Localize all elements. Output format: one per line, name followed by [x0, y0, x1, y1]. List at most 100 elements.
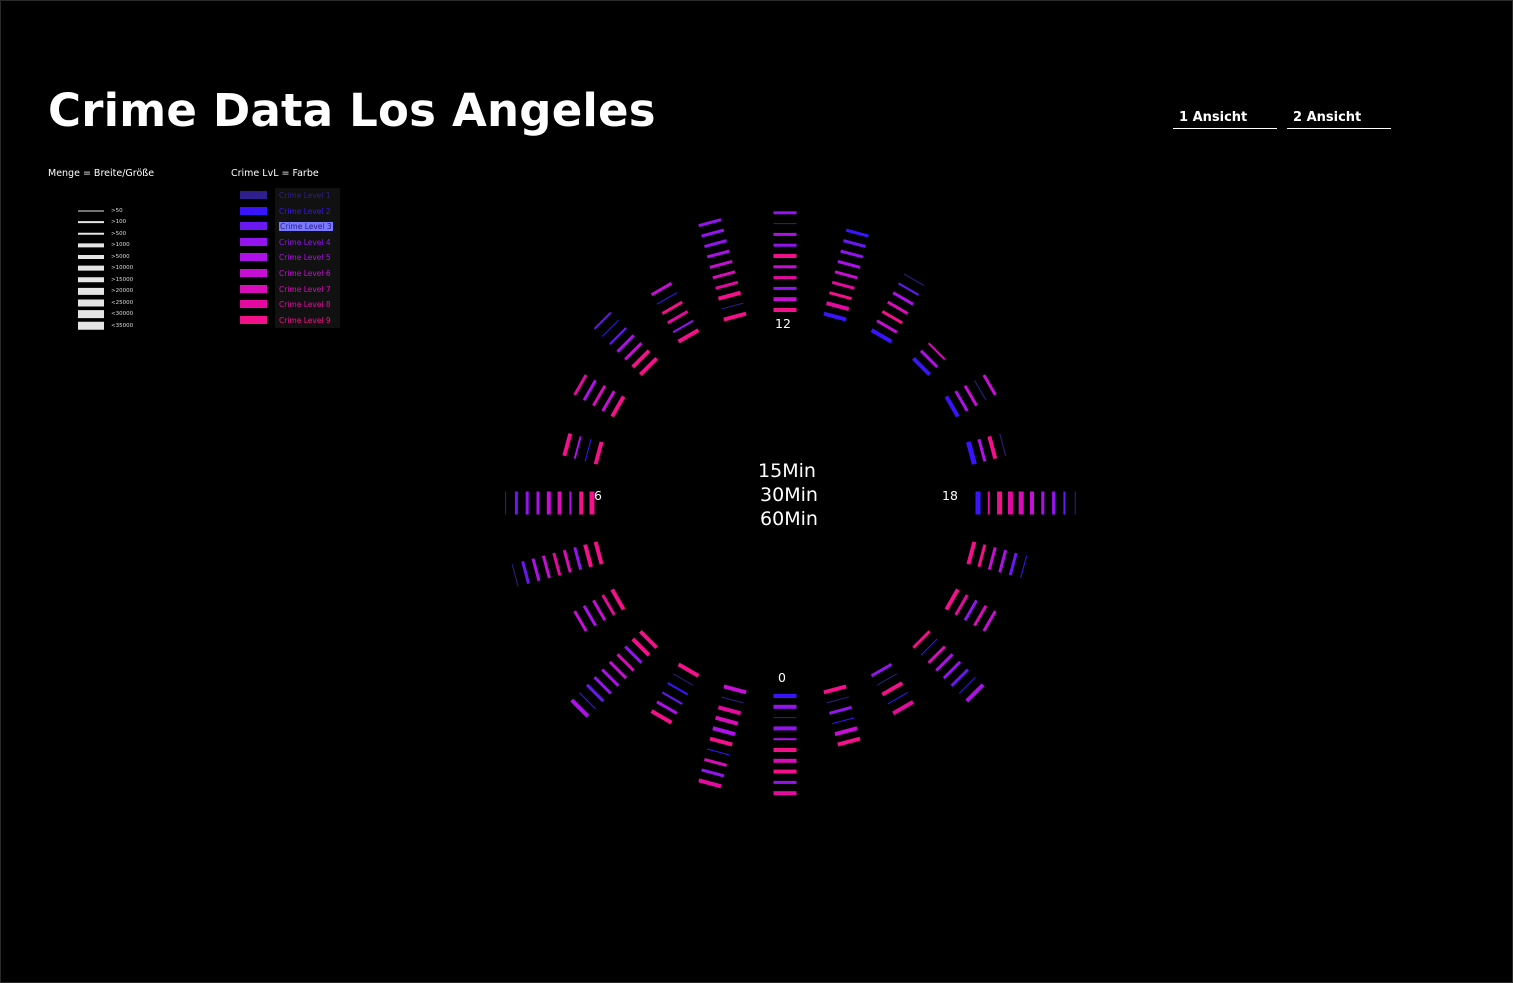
crime-mark-h0-9[interactable] — [773, 791, 797, 796]
crime-mark-h0-3[interactable] — [773, 726, 797, 731]
crime-mark-h10-1[interactable] — [876, 319, 898, 334]
crime-mark-h11-3[interactable] — [831, 280, 855, 290]
crime-mark-h1-3[interactable] — [832, 717, 855, 725]
crime-mark-h22-3[interactable] — [661, 691, 683, 705]
crime-mark-h1-2[interactable] — [829, 705, 852, 715]
crime-mark-h0-1[interactable] — [773, 704, 797, 709]
crime-mark-h1-5[interactable] — [837, 736, 861, 747]
crime-mark-h12-9[interactable] — [773, 211, 797, 215]
crime-mark-h12-8[interactable] — [773, 223, 797, 225]
crime-mark-h20-1[interactable] — [601, 594, 616, 616]
crime-mark-h20-3[interactable] — [582, 604, 597, 627]
crime-mark-h12-0[interactable] — [773, 308, 797, 312]
crime-mark-h15-2[interactable] — [624, 342, 643, 361]
crime-mark-h6-0[interactable] — [975, 491, 981, 515]
crime-mark-h15-4[interactable] — [609, 327, 627, 345]
crime-mark-h10-3[interactable] — [886, 300, 909, 315]
crime-mark-h19-0[interactable] — [593, 541, 604, 565]
crime-mark-h10-0[interactable] — [870, 328, 893, 344]
crime-mark-h5-4[interactable] — [1008, 552, 1018, 576]
crime-mark-h0-6[interactable] — [773, 758, 797, 763]
crime-mark-h22-1[interactable] — [672, 673, 694, 686]
crime-mark-h18-4[interactable] — [546, 491, 551, 515]
crime-mark-h8-0[interactable] — [944, 395, 960, 418]
crime-mark-h15-6[interactable] — [593, 311, 612, 330]
crime-mark-h2-3[interactable] — [887, 692, 908, 705]
crime-mark-h15-5[interactable] — [601, 319, 619, 337]
crime-mark-h3-3[interactable] — [935, 653, 954, 672]
crime-mark-h8-4[interactable] — [982, 374, 997, 396]
crime-mark-h23-6[interactable] — [707, 748, 730, 756]
crime-mark-h7-0[interactable] — [966, 441, 977, 465]
crime-mark-h11-4[interactable] — [834, 270, 858, 280]
crime-mark-h16-0[interactable] — [610, 395, 626, 418]
crime-mark-h10-2[interactable] — [881, 310, 904, 325]
crime-mark-h12-4[interactable] — [773, 265, 797, 269]
crime-mark-h23-7[interactable] — [704, 757, 727, 767]
crime-mark-h6-7[interactable] — [1052, 491, 1056, 515]
crime-mark-h4-1[interactable] — [954, 594, 969, 616]
crime-level-item[interactable]: Crime Level 1 — [236, 188, 342, 204]
crime-mark-h21-1[interactable] — [631, 637, 651, 657]
crime-mark-h4-0[interactable] — [944, 588, 960, 611]
crime-mark-h7-3[interactable] — [999, 433, 1007, 456]
crime-mark-h16-1[interactable] — [601, 390, 616, 412]
crime-mark-h1-0[interactable] — [823, 684, 847, 695]
crime-mark-h14-3[interactable] — [661, 300, 684, 315]
crime-mark-h18-5[interactable] — [536, 491, 540, 515]
crime-mark-h17-3[interactable] — [562, 433, 573, 457]
center-label-30min[interactable]: 30Min — [760, 484, 818, 506]
crime-mark-h12-3[interactable] — [773, 276, 797, 280]
crime-mark-h14-5[interactable] — [650, 282, 673, 297]
crime-mark-h23-3[interactable] — [715, 715, 739, 726]
crime-mark-h21-8[interactable] — [578, 692, 596, 710]
crime-mark-h11-7[interactable] — [843, 239, 866, 249]
crime-level-item[interactable]: Crime Level 2 — [236, 203, 342, 220]
crime-mark-h17-1[interactable] — [584, 439, 592, 462]
crime-mark-h19-7[interactable] — [521, 561, 531, 584]
crime-mark-h13-0[interactable] — [723, 311, 747, 322]
crime-mark-h18-8[interactable] — [505, 491, 507, 515]
crime-mark-h13-6[interactable] — [706, 249, 730, 259]
crime-mark-h17-0[interactable] — [593, 441, 604, 465]
crime-mark-h6-6[interactable] — [1041, 491, 1045, 515]
crime-mark-h5-2[interactable] — [987, 547, 997, 570]
crime-mark-h1-1[interactable] — [826, 696, 849, 704]
crime-mark-h23-5[interactable] — [709, 736, 733, 747]
crime-mark-h23-4[interactable] — [712, 726, 736, 737]
crime-mark-h15-3[interactable] — [616, 334, 635, 353]
crime-level-item[interactable]: Crime Level 4 — [236, 234, 342, 251]
crime-mark-h2-4[interactable] — [892, 700, 915, 716]
crime-mark-h18-7[interactable] — [514, 491, 518, 515]
crime-level-item[interactable]: Crime Level 7 — [236, 281, 342, 298]
crime-mark-h9-2[interactable] — [927, 342, 946, 361]
crime-mark-h2-1[interactable] — [876, 673, 898, 686]
crime-mark-h4-2[interactable] — [963, 599, 978, 622]
crime-mark-h19-8[interactable] — [511, 564, 519, 587]
crime-mark-h3-0[interactable] — [912, 630, 931, 649]
crime-level-item[interactable]: Crime Level 8 — [236, 297, 342, 313]
crime-mark-h2-0[interactable] — [870, 663, 893, 678]
crime-mark-h21-9[interactable] — [570, 698, 590, 718]
crime-mark-h0-5[interactable] — [773, 748, 797, 752]
crime-mark-h22-5[interactable] — [650, 709, 673, 725]
crime-mark-h23-9[interactable] — [698, 778, 722, 789]
crime-mark-h17-2[interactable] — [573, 436, 582, 459]
crime-mark-h19-5[interactable] — [541, 555, 551, 579]
crime-mark-h14-4[interactable] — [656, 292, 678, 305]
crime-level-item[interactable]: Crime Level 5 — [236, 250, 342, 266]
crime-mark-h12-7[interactable] — [773, 232, 797, 236]
crime-mark-h13-9[interactable] — [698, 218, 722, 228]
crime-mark-h21-0[interactable] — [638, 629, 659, 650]
crime-mark-h14-0[interactable] — [677, 328, 700, 344]
crime-mark-h6-1[interactable] — [987, 491, 990, 515]
crime-mark-h3-6[interactable] — [958, 676, 976, 694]
crime-mark-h8-1[interactable] — [954, 390, 969, 412]
crime-mark-h4-3[interactable] — [973, 604, 988, 627]
crime-mark-h11-6[interactable] — [840, 249, 864, 259]
crime-mark-h11-2[interactable] — [829, 291, 852, 301]
crime-mark-h5-0[interactable] — [966, 541, 977, 565]
center-label-15min[interactable]: 15Min — [758, 460, 816, 482]
crime-mark-h8-2[interactable] — [963, 384, 978, 407]
crime-level-item[interactable]: Crime Level 3 — [236, 219, 342, 235]
